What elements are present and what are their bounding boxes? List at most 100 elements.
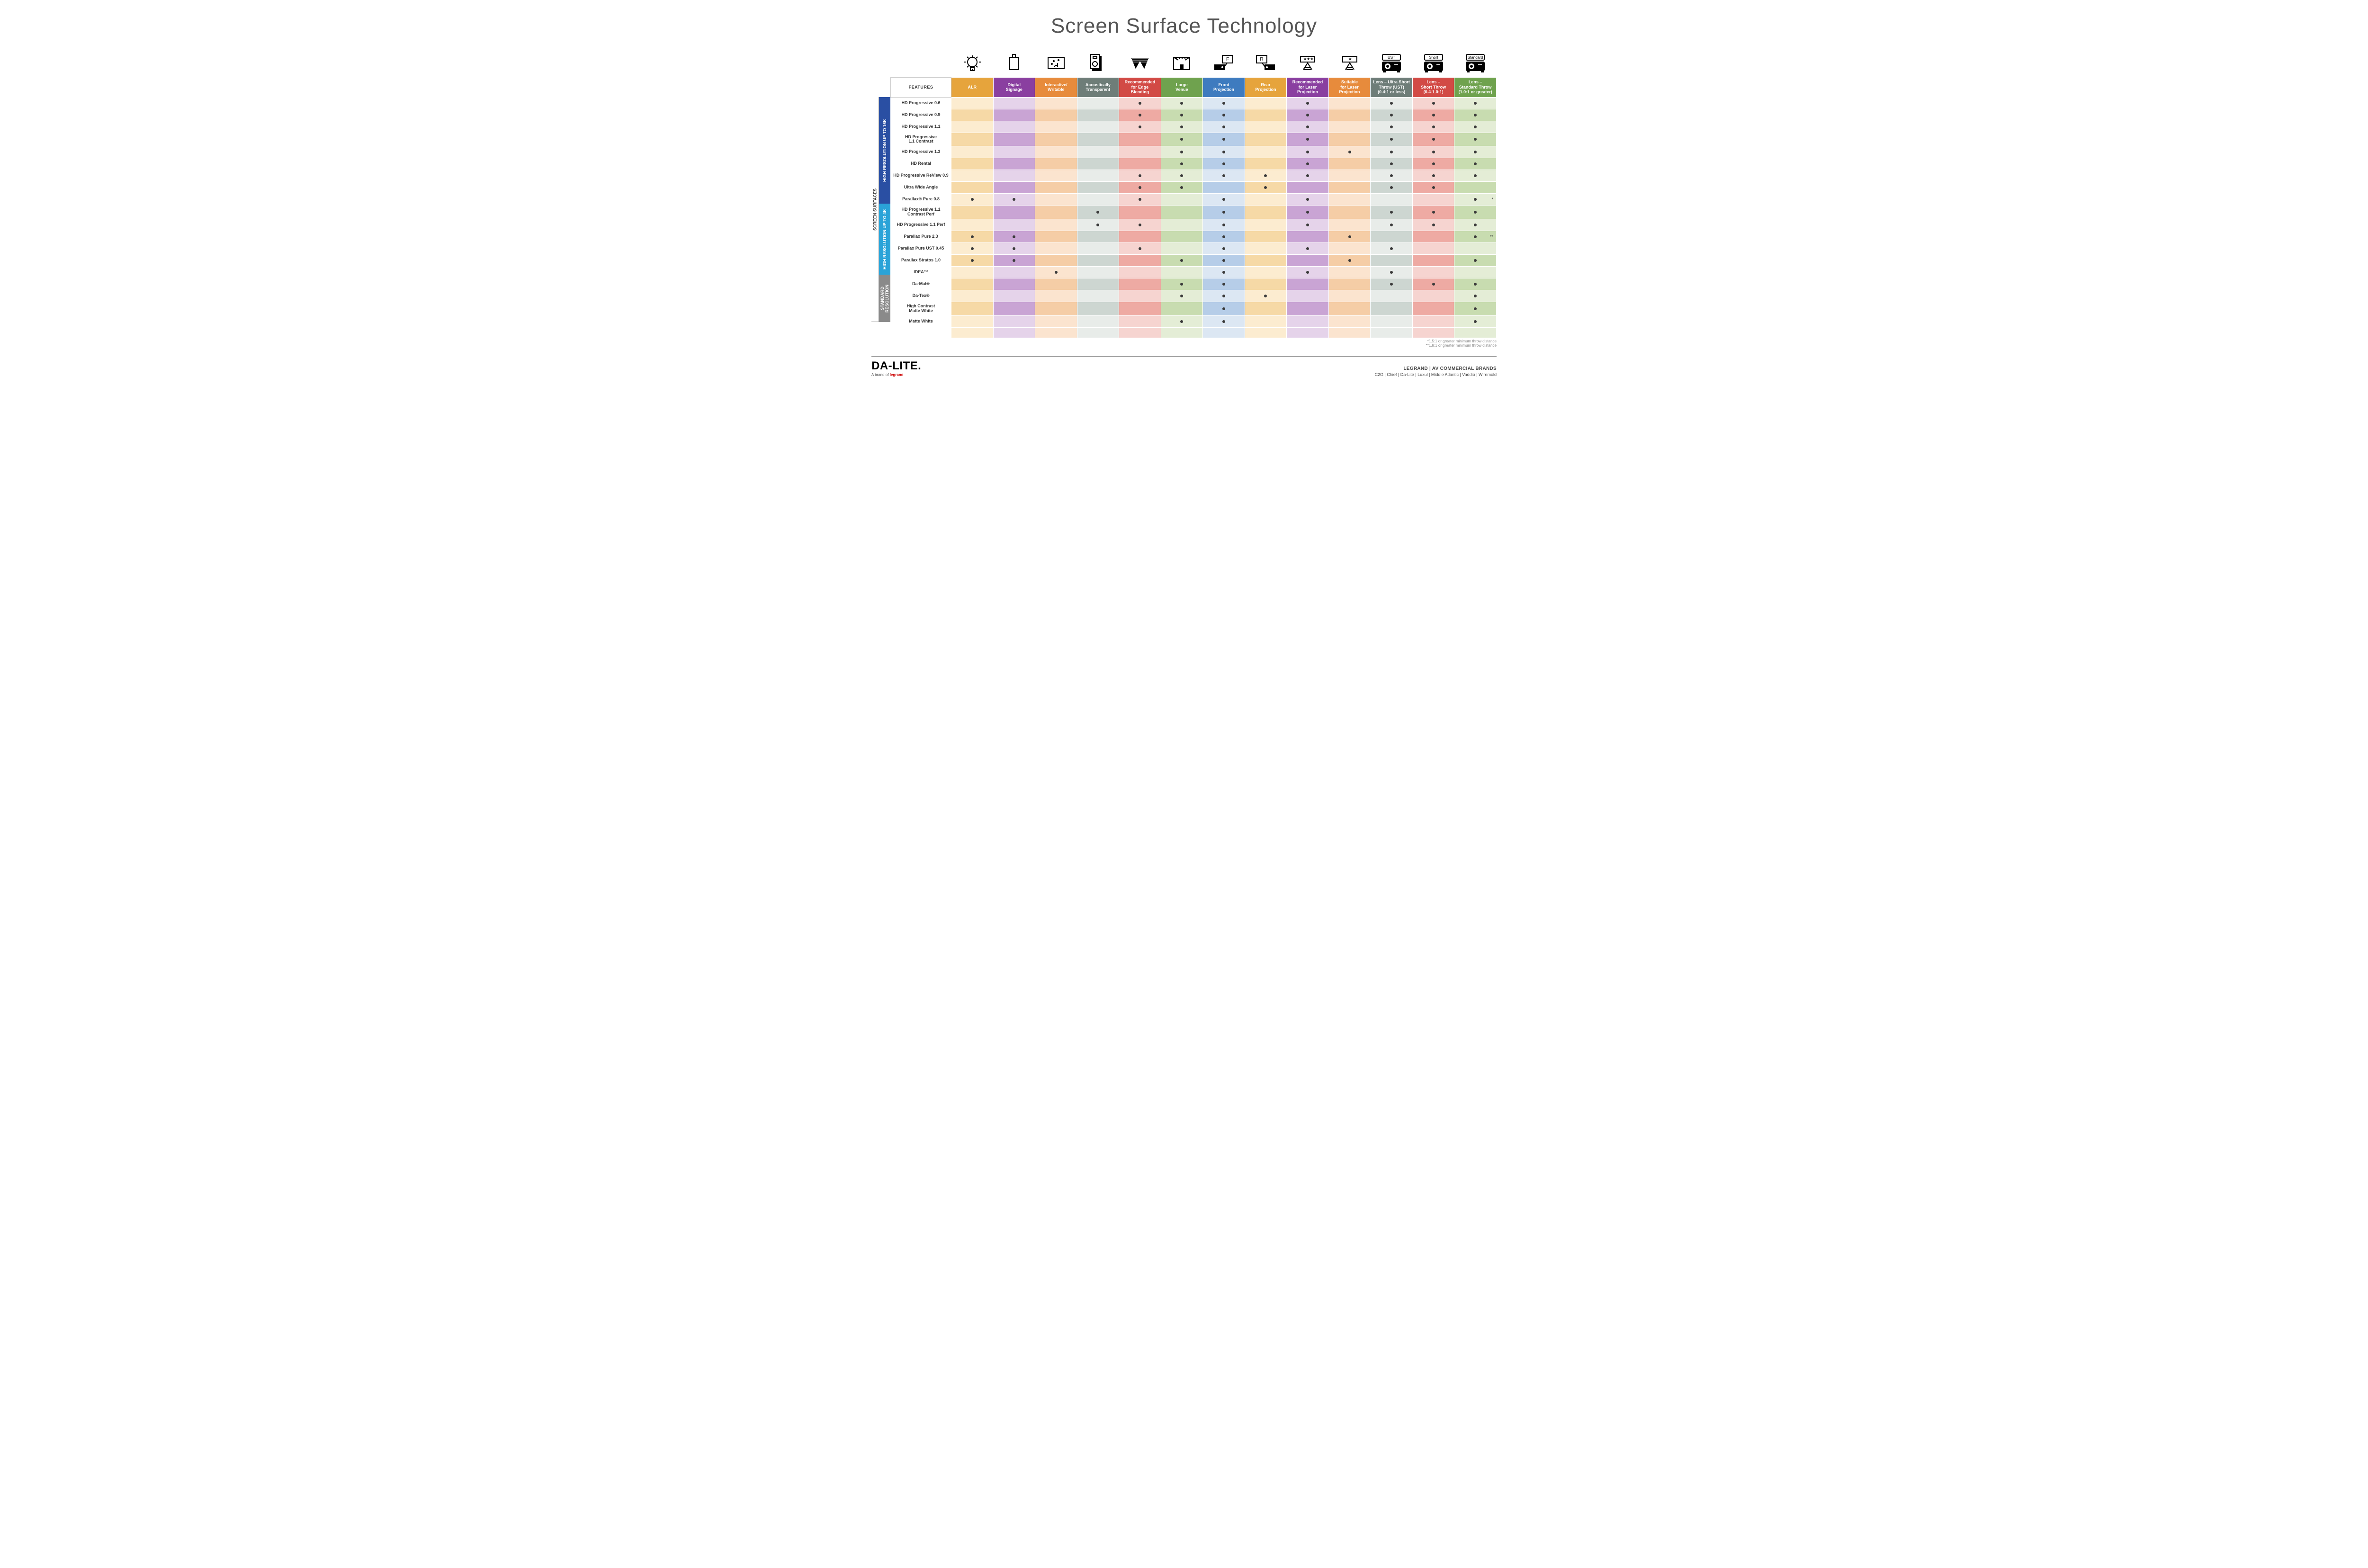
dot-icon — [1474, 224, 1477, 226]
table-row: HD Progressive1.1 Contrast — [891, 133, 1497, 146]
dot-icon — [1180, 162, 1183, 165]
col-header-venue: LargeVenue — [1161, 77, 1203, 97]
cell-edge — [1119, 278, 1161, 290]
cell-alr — [951, 170, 994, 182]
cell-slaser — [1328, 158, 1371, 170]
cell-venue — [1161, 146, 1203, 158]
col-icon-std: Standard — [1454, 50, 1497, 77]
cell-dsign — [993, 278, 1035, 290]
dot-icon — [1474, 151, 1477, 153]
cell-acous — [1077, 121, 1119, 133]
cell-dsign — [993, 97, 1035, 109]
cell-ust — [1371, 290, 1413, 302]
side-group-g16k: HIGH RESOLUTION UP TO 16K — [879, 97, 890, 204]
cell-std — [1454, 182, 1497, 194]
dot-icon — [1180, 151, 1183, 153]
dot-icon — [1390, 186, 1393, 189]
dot-icon — [1432, 125, 1435, 128]
cell-rear — [1245, 146, 1287, 158]
cell-write — [1035, 121, 1077, 133]
dot-icon — [1474, 125, 1477, 128]
cell-front — [1203, 194, 1245, 206]
dot-icon — [1222, 307, 1225, 310]
cell-dsign — [993, 146, 1035, 158]
cell-front — [1203, 121, 1245, 133]
cell-write — [1035, 194, 1077, 206]
cell-slaser — [1328, 194, 1371, 206]
row-label: Ultra Wide Angle — [891, 182, 951, 194]
cell-std — [1454, 170, 1497, 182]
brands-list: C2G | Chief | Da-Lite | Luxul | Middle A… — [1375, 372, 1497, 377]
col-icon-ust: UST — [1371, 50, 1413, 77]
cell-rlaser — [1287, 315, 1329, 327]
cell-acous — [1077, 255, 1119, 267]
cell-dsign — [993, 243, 1035, 255]
cell-rlaser — [1287, 170, 1329, 182]
dot-icon — [1222, 162, 1225, 165]
cell-ust — [1371, 170, 1413, 182]
cell-short — [1412, 182, 1454, 194]
cell-short — [1412, 231, 1454, 243]
dot-icon — [1222, 125, 1225, 128]
cell-rlaser — [1287, 267, 1329, 278]
svg-text:F: F — [1226, 57, 1229, 62]
cell-alr — [951, 243, 994, 255]
dot-icon — [1222, 114, 1225, 116]
cell-venue — [1161, 133, 1203, 146]
dot-icon — [1474, 138, 1477, 141]
cell-short — [1412, 146, 1454, 158]
cell-rear — [1245, 243, 1287, 255]
cell-venue — [1161, 231, 1203, 243]
cell-write — [1035, 243, 1077, 255]
dot-icon — [1474, 102, 1477, 105]
table-row: Da-Mat® — [891, 278, 1497, 290]
dot-icon — [1390, 174, 1393, 177]
cell-edge — [1119, 97, 1161, 109]
cell-front — [1203, 302, 1245, 316]
cell-ust — [1371, 133, 1413, 146]
cell-rear — [1245, 290, 1287, 302]
cell-std — [1454, 206, 1497, 219]
dot-icon — [1055, 271, 1058, 274]
cell-venue — [1161, 182, 1203, 194]
cell-slaser — [1328, 182, 1371, 194]
dot-icon — [1096, 211, 1099, 214]
cell-front — [1203, 219, 1245, 231]
table-row: Parallax Stratos 1.0 — [891, 255, 1497, 267]
cell-write — [1035, 146, 1077, 158]
cell-edge — [1119, 290, 1161, 302]
dot-icon — [1222, 247, 1225, 250]
cell-front — [1203, 255, 1245, 267]
cell-edge — [1119, 231, 1161, 243]
cell-slaser — [1328, 267, 1371, 278]
cell-slaser — [1328, 315, 1371, 327]
dot-icon — [971, 235, 974, 238]
cell-rear — [1245, 121, 1287, 133]
dot-icon — [1306, 162, 1309, 165]
cell-dsign — [993, 290, 1035, 302]
cell-dsign — [993, 219, 1035, 231]
table-row: HD Progressive 1.3 — [891, 146, 1497, 158]
cell-dsign — [993, 302, 1035, 316]
dot-icon — [1013, 247, 1015, 250]
dot-icon — [1013, 198, 1015, 201]
side-labels: SCREEN SURFACESHIGH RESOLUTION UP TO 16K… — [871, 97, 890, 338]
dot-icon — [1348, 151, 1351, 153]
cell-acous — [1077, 133, 1119, 146]
dot-icon — [971, 247, 974, 250]
svg-text:Standard: Standard — [1468, 55, 1483, 60]
table-row: Parallax® Pure 0.8* — [891, 194, 1497, 206]
cell-rlaser — [1287, 97, 1329, 109]
cell-venue — [1161, 278, 1203, 290]
dot-icon — [1390, 224, 1393, 226]
cell-front — [1203, 315, 1245, 327]
dot-icon — [1180, 186, 1183, 189]
cell-slaser — [1328, 109, 1371, 121]
row-label: HD Progressive 0.6 — [891, 97, 951, 109]
cell-acous — [1077, 158, 1119, 170]
cell-slaser — [1328, 170, 1371, 182]
dot-icon — [1222, 174, 1225, 177]
cell-short — [1412, 97, 1454, 109]
cell-rlaser — [1287, 243, 1329, 255]
cell-front — [1203, 206, 1245, 219]
